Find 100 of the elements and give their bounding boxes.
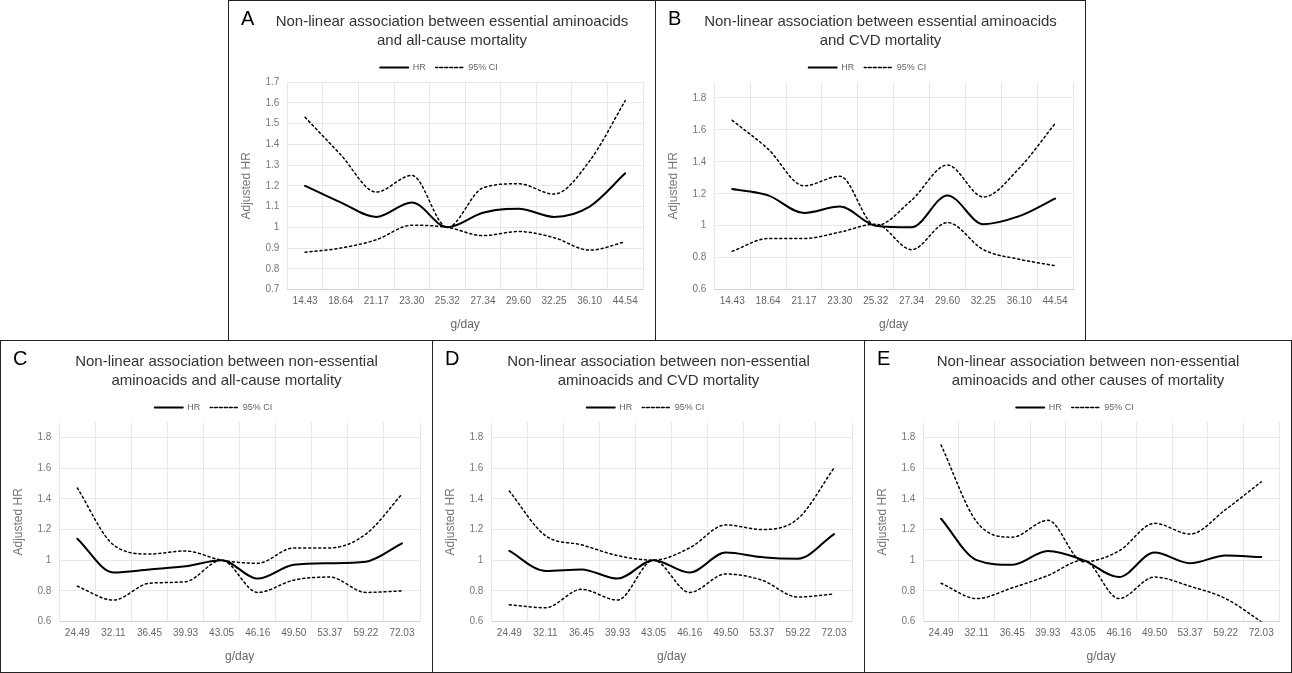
y-tick-label: 1.4 xyxy=(37,492,52,504)
y-tick-label: 0.7 xyxy=(265,283,280,295)
legend-label: HR xyxy=(841,61,855,72)
y-tick-label: 0.6 xyxy=(37,615,52,627)
x-tick-label: 36.10 xyxy=(577,295,603,307)
x-tick-label: 36.10 xyxy=(1006,295,1033,307)
y-tick-label: 0.6 xyxy=(469,615,484,627)
x-tick-label: 72.03 xyxy=(389,627,415,639)
x-tick-label: 29.60 xyxy=(505,295,532,307)
x-tick-label: 32.11 xyxy=(964,627,990,639)
x-axis-title: g/day xyxy=(224,649,255,664)
x-tick-label: 25.32 xyxy=(863,295,889,307)
y-tick-label: 1.6 xyxy=(692,123,707,135)
y-axis-title: Adjusted HR xyxy=(665,151,680,220)
x-tick-label: 72.03 xyxy=(821,627,847,639)
y-tick-label: 1 xyxy=(45,553,52,565)
x-tick-label: 43.05 xyxy=(1070,627,1097,639)
y-tick-label: 1 xyxy=(477,553,484,565)
legend-label: 95% CI xyxy=(468,61,498,72)
x-tick-label: 59.22 xyxy=(785,627,811,639)
x-tick-label: 49.50 xyxy=(281,627,307,639)
x-tick-label: 24.49 xyxy=(928,627,955,639)
y-tick-label: 1.1 xyxy=(265,200,280,212)
y-tick-label: 1.8 xyxy=(901,431,916,443)
y-tick-label: 1.6 xyxy=(901,461,916,473)
x-tick-label: 27.34 xyxy=(899,295,925,307)
x-axis-title: g/day xyxy=(1086,649,1116,664)
y-tick-label: 1.2 xyxy=(265,179,280,191)
y-tick-label: 1.3 xyxy=(265,158,280,170)
x-tick-label: 46.16 xyxy=(677,627,703,639)
line-series xyxy=(304,99,626,229)
y-tick-label: 1.2 xyxy=(469,523,484,535)
x-tick-label: 72.03 xyxy=(1248,627,1275,639)
y-tick-label: 0.6 xyxy=(692,283,707,295)
x-tick-label: 24.49 xyxy=(64,627,91,639)
chart-title: Non-linear association between non-essential aminoacids and all-cause mortality xyxy=(74,351,379,389)
y-tick-label: 1.6 xyxy=(37,461,52,473)
y-tick-label: 1 xyxy=(909,553,916,565)
legend-label: 95% CI xyxy=(674,401,705,412)
x-tick-label: 49.50 xyxy=(713,627,739,639)
x-tick-label: 43.05 xyxy=(209,627,235,639)
y-tick-label: 1 xyxy=(700,219,707,231)
text: E xyxy=(877,347,891,370)
x-tick-label: 21.17 xyxy=(363,295,390,307)
x-tick-label: 23.30 xyxy=(827,295,853,307)
text: C xyxy=(13,347,28,370)
x-tick-label: 23.30 xyxy=(399,295,425,307)
y-tick-label: 0.9 xyxy=(265,241,280,253)
y-axis-title: Adjusted HR xyxy=(874,487,889,556)
x-tick-label: 18.64 xyxy=(755,295,782,307)
y-tick-label: 0.8 xyxy=(901,584,916,596)
x-tick-label: 53.37 xyxy=(317,627,343,639)
x-tick-label: 27.34 xyxy=(470,295,496,307)
x-tick-label: 36.45 xyxy=(999,627,1026,639)
x-tick-label: 59.22 xyxy=(353,627,379,639)
y-tick-label: 1.2 xyxy=(901,523,916,535)
text: B xyxy=(668,7,682,30)
y-tick-label: 0.8 xyxy=(265,262,280,274)
x-tick-label: 46.16 xyxy=(1106,627,1132,639)
y-tick-label: 1.4 xyxy=(469,492,484,504)
legend-label: HR xyxy=(619,401,633,412)
y-tick-label: 1.6 xyxy=(469,461,484,473)
x-tick-label: 32.11 xyxy=(101,627,126,639)
x-tick-label: 39.93 xyxy=(173,627,199,639)
y-tick-label: 1.7 xyxy=(265,75,280,87)
y-tick-label: 1.8 xyxy=(692,91,707,103)
x-tick-label: 43.05 xyxy=(641,627,667,639)
x-tick-label: 24.49 xyxy=(496,627,523,639)
x-tick-label: 32.11 xyxy=(533,627,558,639)
x-tick-label: 21.17 xyxy=(791,295,817,307)
x-axis-title: g/day xyxy=(450,317,480,332)
x-tick-label: 36.45 xyxy=(136,627,163,639)
y-axis-title: Adjusted HR xyxy=(442,487,457,556)
x-tick-label: 46.16 xyxy=(245,627,271,639)
text: A xyxy=(241,7,255,30)
x-axis-title: g/day xyxy=(656,649,687,664)
legend-label: 95% CI xyxy=(1104,401,1134,412)
x-axis-title: g/day xyxy=(878,317,909,332)
x-tick-label: 44.54 xyxy=(1042,295,1069,307)
y-tick-label: 0.8 xyxy=(692,251,707,263)
x-tick-label: 53.37 xyxy=(1177,627,1204,639)
y-tick-label: 1.4 xyxy=(265,138,280,150)
y-tick-label: 0.8 xyxy=(469,584,484,596)
y-tick-label: 1.6 xyxy=(265,96,280,108)
x-tick-label: 36.45 xyxy=(568,627,595,639)
y-axis-title: Adjusted HR xyxy=(10,487,25,556)
y-tick-label: 1.5 xyxy=(265,117,280,129)
legend-label: HR xyxy=(412,61,427,72)
y-tick-label: 1.8 xyxy=(469,431,484,443)
chart-title: Non-linear association between essential aminoacids and all-cause mortality xyxy=(274,11,630,49)
x-tick-label: 14.43 xyxy=(719,295,746,307)
x-tick-label: 53.37 xyxy=(749,627,775,639)
chart-title: Non-linear association between essential aminoacids and CVD mortality xyxy=(703,11,1058,49)
y-axis-title: Adjusted HR xyxy=(238,151,253,220)
x-tick-label: 32.25 xyxy=(541,295,568,307)
y-tick-label: 1.8 xyxy=(37,431,52,443)
x-tick-label: 25.32 xyxy=(434,295,461,307)
chart-title: Non-linear association between non-essential aminoacids and other causes of mortality xyxy=(935,351,1241,389)
x-tick-label: 18.64 xyxy=(328,295,354,307)
x-tick-label: 39.93 xyxy=(1035,627,1061,639)
